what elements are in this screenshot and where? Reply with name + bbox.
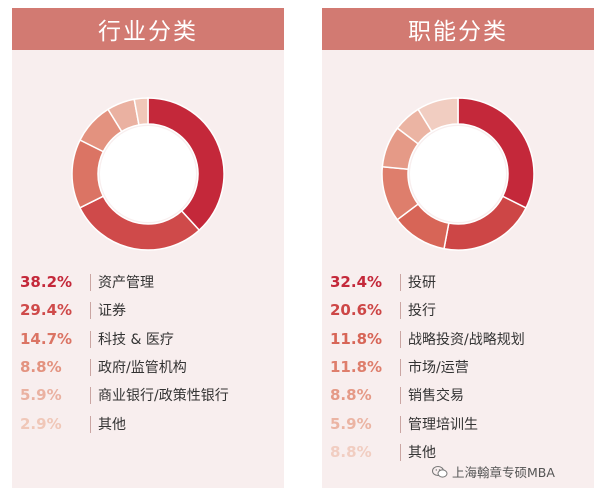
function-legend-label: 销售交易 bbox=[408, 388, 464, 405]
function-donut-hole bbox=[410, 126, 506, 222]
function-legend-value: 20.6% bbox=[330, 301, 383, 320]
industry-legend-divider bbox=[90, 274, 91, 291]
function-legend-divider bbox=[400, 443, 401, 461]
function-legend-divider bbox=[400, 330, 401, 348]
industry-slice-5 bbox=[133, 97, 149, 126]
industry-legend-row: 14.7% 科技 & 医疗 bbox=[12, 327, 284, 351]
function-panel: 职能分类 32.4% 投研 20.6% 投行 11.8% 战略投资/战略规划 11.8% 市场… bbox=[322, 8, 594, 488]
industry-title: 行业分类 bbox=[12, 8, 284, 50]
function-legend-divider bbox=[400, 415, 401, 433]
industry-legend-divider bbox=[90, 415, 91, 433]
function-legend-value: 5.9% bbox=[330, 414, 372, 433]
function-legend-value: 11.8% bbox=[330, 329, 383, 348]
industry-legend-value: 5.9% bbox=[20, 386, 62, 405]
function-legend-value: 8.8% bbox=[330, 442, 372, 461]
industry-legend-label: 证券 bbox=[98, 303, 126, 320]
function-legend-row: 11.8% 市场/运营 bbox=[322, 355, 594, 379]
industry-legend-value: 38.2% bbox=[20, 273, 73, 291]
industry-legend-label: 政府/监管机构 bbox=[98, 359, 187, 376]
industry-legend-label: 科技 & 医疗 bbox=[98, 331, 174, 348]
industry-legend-value: 8.8% bbox=[20, 357, 62, 376]
function-legend-row: 32.4% 投研 bbox=[322, 270, 594, 294]
wechat-icon bbox=[432, 465, 448, 478]
industry-legend-row: 29.4% 证券 bbox=[12, 298, 284, 322]
function-legend-label: 投行 bbox=[408, 303, 436, 320]
function-title: 职能分类 bbox=[322, 8, 594, 50]
function-legend-label: 战略投资/战略规划 bbox=[408, 331, 525, 348]
function-legend-row: 20.6% 投行 bbox=[322, 298, 594, 322]
industry-donut bbox=[71, 97, 225, 251]
industry-slice-2 bbox=[71, 138, 105, 209]
watermark-text: 上海翰章专硕MBA bbox=[452, 465, 555, 480]
industry-donut-hole bbox=[100, 126, 196, 222]
function-legend-divider bbox=[400, 302, 401, 320]
function-legend-value: 8.8% bbox=[330, 386, 372, 405]
function-legend-row: 11.8% 战略投资/战略规划 bbox=[322, 327, 594, 351]
function-legend-divider bbox=[400, 358, 401, 376]
industry-legend-divider bbox=[90, 302, 91, 320]
function-legend-label: 其他 bbox=[408, 444, 436, 461]
industry-legend-row: 38.2% 资产管理 bbox=[12, 270, 284, 294]
function-legend-value: 11.8% bbox=[330, 357, 383, 376]
industry-legend-row: 8.8% 政府/监管机构 bbox=[12, 355, 284, 379]
industry-legend-divider bbox=[90, 358, 91, 376]
watermark: 上海翰章专硕MBA bbox=[432, 462, 555, 481]
industry-legend-value: 29.4% bbox=[20, 301, 73, 320]
industry-legend-label: 商业银行/政策性银行 bbox=[98, 388, 229, 405]
industry-legend-value: 14.7% bbox=[20, 329, 73, 348]
industry-legend-divider bbox=[90, 387, 91, 405]
function-slice-6 bbox=[417, 97, 459, 133]
function-legend-label: 市场/运营 bbox=[408, 359, 469, 376]
function-legend-row: 5.9% 管理培训生 bbox=[322, 412, 594, 436]
industry-legend-label: 资产管理 bbox=[98, 275, 154, 291]
function-legend-row: 8.8% 其他 bbox=[322, 440, 594, 464]
function-legend-label: 投研 bbox=[408, 275, 436, 291]
function-legend-divider bbox=[400, 274, 401, 291]
function-legend-divider bbox=[400, 387, 401, 405]
industry-legend-divider bbox=[90, 330, 91, 348]
industry-panel: 行业分类 38.2% 资产管理 29.4% 证券 14.7% 科技 & 医疗 8.8% 政府/… bbox=[12, 8, 284, 488]
industry-legend-row: 2.9% 其他 bbox=[12, 412, 284, 436]
industry-slice-0 bbox=[147, 97, 225, 232]
industry-legend-row: 5.9% 商业银行/政策性银行 bbox=[12, 383, 284, 407]
function-legend-row: 8.8% 销售交易 bbox=[322, 383, 594, 407]
function-legend-value: 32.4% bbox=[330, 273, 383, 291]
industry-legend-label: 其他 bbox=[98, 416, 126, 433]
function-donut bbox=[381, 97, 535, 251]
function-legend-label: 管理培训生 bbox=[408, 416, 478, 433]
industry-legend-value: 2.9% bbox=[20, 414, 62, 433]
